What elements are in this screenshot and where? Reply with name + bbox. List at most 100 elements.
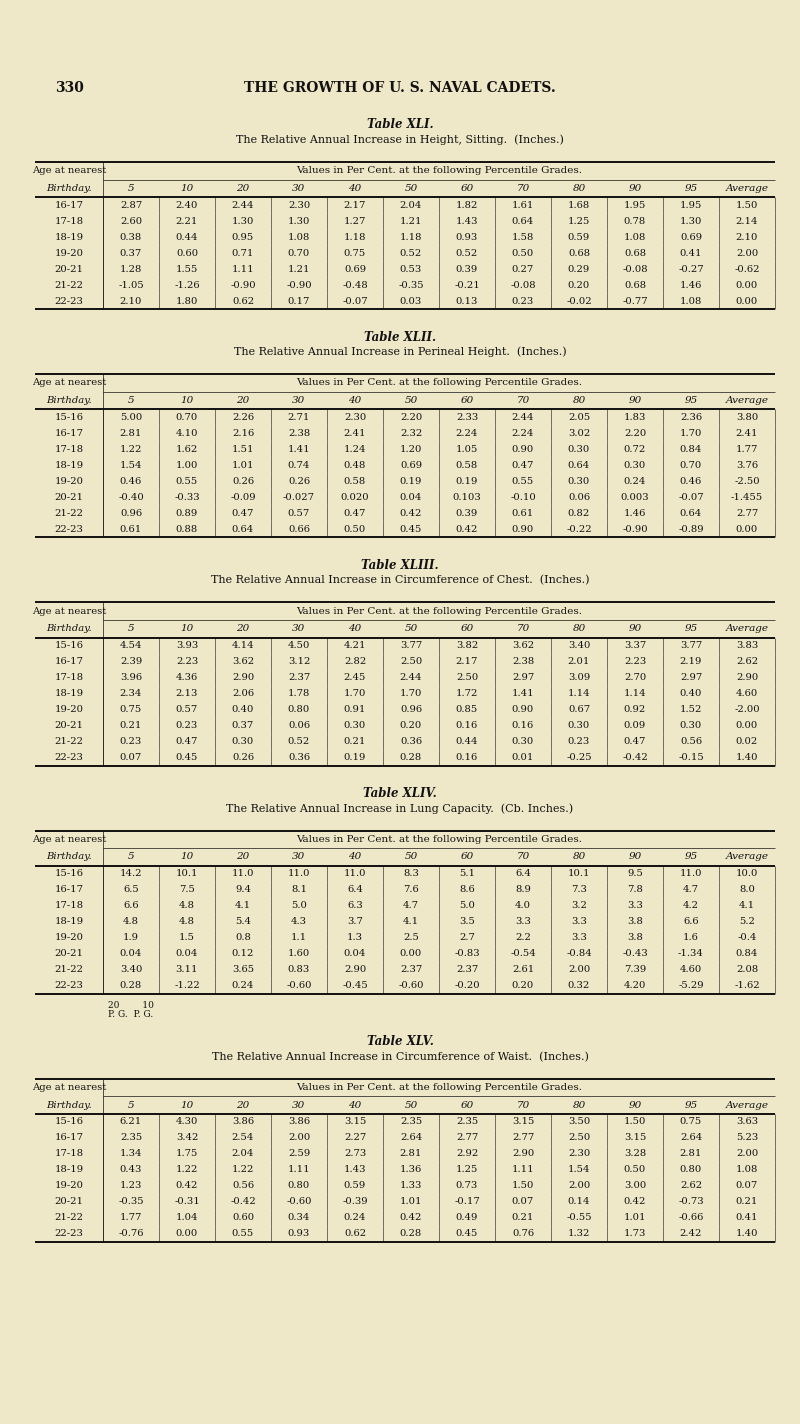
Text: 2.04: 2.04 [232, 1149, 254, 1159]
Text: Table XLII.: Table XLII. [364, 330, 436, 343]
Text: 4.50: 4.50 [288, 641, 310, 651]
Text: 18-19: 18-19 [54, 461, 83, 470]
Text: 3.11: 3.11 [176, 965, 198, 974]
Text: 20: 20 [236, 1101, 250, 1109]
Text: 1.70: 1.70 [344, 689, 366, 698]
Text: 3.63: 3.63 [736, 1118, 758, 1126]
Text: 2.90: 2.90 [344, 965, 366, 974]
Text: 1.83: 1.83 [624, 413, 646, 422]
Text: -0.60: -0.60 [398, 981, 424, 990]
Text: 7.3: 7.3 [571, 886, 587, 894]
Text: 3.3: 3.3 [515, 917, 531, 926]
Text: 1.50: 1.50 [512, 1182, 534, 1190]
Text: 4.8: 4.8 [179, 917, 195, 926]
Text: 0.06: 0.06 [568, 493, 590, 501]
Text: 0.28: 0.28 [400, 753, 422, 762]
Text: 0.07: 0.07 [736, 1182, 758, 1190]
Text: 5.4: 5.4 [235, 917, 251, 926]
Text: 17-18: 17-18 [54, 216, 83, 225]
Text: 0.95: 0.95 [232, 232, 254, 242]
Text: 0.37: 0.37 [232, 721, 254, 731]
Text: 15-16: 15-16 [54, 1118, 83, 1126]
Text: 60: 60 [460, 624, 474, 634]
Text: 2.2: 2.2 [515, 933, 531, 943]
Text: 60: 60 [460, 1101, 474, 1109]
Text: 3.40: 3.40 [120, 965, 142, 974]
Text: 0.34: 0.34 [288, 1213, 310, 1222]
Text: 0.80: 0.80 [288, 705, 310, 713]
Text: 0.37: 0.37 [120, 249, 142, 258]
Text: 2.40: 2.40 [176, 201, 198, 209]
Text: 2.38: 2.38 [288, 429, 310, 439]
Text: 1.04: 1.04 [176, 1213, 198, 1222]
Text: 5: 5 [128, 853, 134, 862]
Text: 1.21: 1.21 [400, 216, 422, 225]
Text: 0.75: 0.75 [120, 705, 142, 713]
Text: -0.90: -0.90 [286, 281, 312, 289]
Text: 0.46: 0.46 [680, 477, 702, 486]
Text: 21-22: 21-22 [54, 508, 83, 518]
Text: 1.22: 1.22 [232, 1165, 254, 1175]
Text: 2.26: 2.26 [232, 413, 254, 422]
Text: 21-22: 21-22 [54, 738, 83, 746]
Text: 2.73: 2.73 [344, 1149, 366, 1159]
Text: 0.30: 0.30 [624, 461, 646, 470]
Text: 0.20: 0.20 [400, 721, 422, 731]
Text: 0.52: 0.52 [456, 249, 478, 258]
Text: 1.77: 1.77 [120, 1213, 142, 1222]
Text: 4.1: 4.1 [235, 901, 251, 910]
Text: 16-17: 16-17 [54, 201, 83, 209]
Text: 1.11: 1.11 [232, 265, 254, 273]
Text: 0.68: 0.68 [624, 281, 646, 289]
Text: 0.27: 0.27 [512, 265, 534, 273]
Text: 0.06: 0.06 [288, 721, 310, 731]
Text: 2.64: 2.64 [680, 1134, 702, 1142]
Text: 0.00: 0.00 [736, 525, 758, 534]
Text: 22-23: 22-23 [54, 296, 83, 306]
Text: 0.59: 0.59 [568, 232, 590, 242]
Text: -0.10: -0.10 [510, 493, 536, 501]
Text: 2.39: 2.39 [120, 656, 142, 666]
Text: 2.00: 2.00 [568, 1182, 590, 1190]
Text: 2.37: 2.37 [456, 965, 478, 974]
Text: 10: 10 [180, 853, 194, 862]
Text: 1.52: 1.52 [680, 705, 702, 713]
Text: 4.14: 4.14 [232, 641, 254, 651]
Text: 2.08: 2.08 [736, 965, 758, 974]
Text: 2.97: 2.97 [512, 674, 534, 682]
Text: 5.2: 5.2 [739, 917, 755, 926]
Text: 2.21: 2.21 [176, 216, 198, 225]
Text: 3.42: 3.42 [176, 1134, 198, 1142]
Text: The Relative Annual Increase in Circumference of Waist.  (Inches.): The Relative Annual Increase in Circumfe… [211, 1052, 589, 1062]
Text: 0.40: 0.40 [232, 705, 254, 713]
Text: 0.73: 0.73 [456, 1182, 478, 1190]
Text: 1.40: 1.40 [736, 753, 758, 762]
Text: 0.90: 0.90 [512, 444, 534, 454]
Text: -0.35: -0.35 [398, 281, 424, 289]
Text: 0.21: 0.21 [512, 1213, 534, 1222]
Text: 1.22: 1.22 [176, 1165, 198, 1175]
Text: 0.91: 0.91 [344, 705, 366, 713]
Text: 0.47: 0.47 [232, 508, 254, 518]
Text: 3.12: 3.12 [288, 656, 310, 666]
Text: 2.50: 2.50 [568, 1134, 590, 1142]
Text: 2.00: 2.00 [568, 965, 590, 974]
Text: 0.88: 0.88 [176, 525, 198, 534]
Text: -2.00: -2.00 [734, 705, 760, 713]
Text: 1.14: 1.14 [568, 689, 590, 698]
Text: -0.76: -0.76 [118, 1229, 144, 1239]
Text: 3.15: 3.15 [512, 1118, 534, 1126]
Text: 7.5: 7.5 [179, 886, 195, 894]
Text: 2.00: 2.00 [736, 249, 758, 258]
Text: -1.26: -1.26 [174, 281, 200, 289]
Text: 0.20: 0.20 [568, 281, 590, 289]
Text: 2.04: 2.04 [400, 201, 422, 209]
Text: 0.89: 0.89 [176, 508, 198, 518]
Text: 0.20: 0.20 [512, 981, 534, 990]
Text: 3.82: 3.82 [456, 641, 478, 651]
Text: 1.01: 1.01 [624, 1213, 646, 1222]
Text: 0.57: 0.57 [176, 705, 198, 713]
Text: 2.60: 2.60 [120, 216, 142, 225]
Text: 70: 70 [516, 1101, 530, 1109]
Text: 2.71: 2.71 [288, 413, 310, 422]
